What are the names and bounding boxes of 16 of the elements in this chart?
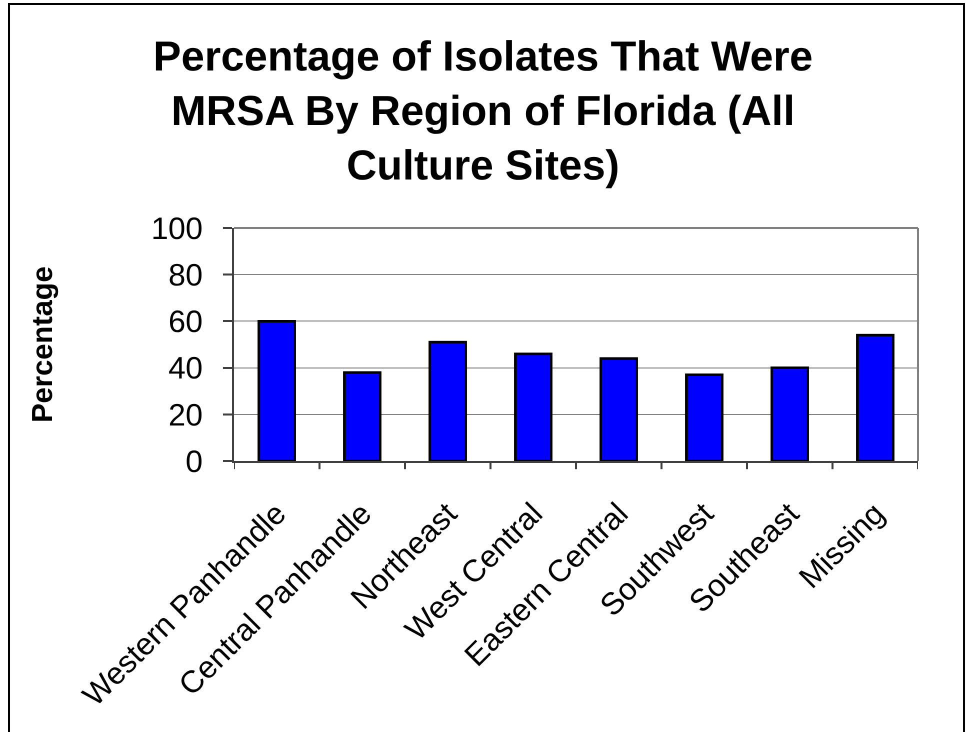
y-axis-title: Percentage: [26, 266, 59, 423]
y-tick-label: 100: [151, 210, 203, 246]
bar: [514, 352, 552, 461]
bar: [685, 374, 724, 461]
bar: [428, 340, 467, 461]
chart-title: Percentage of Isolates That Were MRSA By Region of Florida (All Culture Sites): [153, 32, 813, 189]
y-tick-label: 40: [168, 350, 203, 386]
bar: [343, 371, 382, 461]
y-tick-label: 80: [168, 257, 203, 292]
bar: [770, 366, 809, 461]
bar: [258, 320, 296, 461]
bar: [856, 334, 894, 461]
y-tick-label: 20: [168, 397, 203, 432]
y-tick-label: 0: [186, 444, 203, 479]
bar: [600, 357, 638, 461]
y-tick-label: 60: [168, 304, 203, 340]
